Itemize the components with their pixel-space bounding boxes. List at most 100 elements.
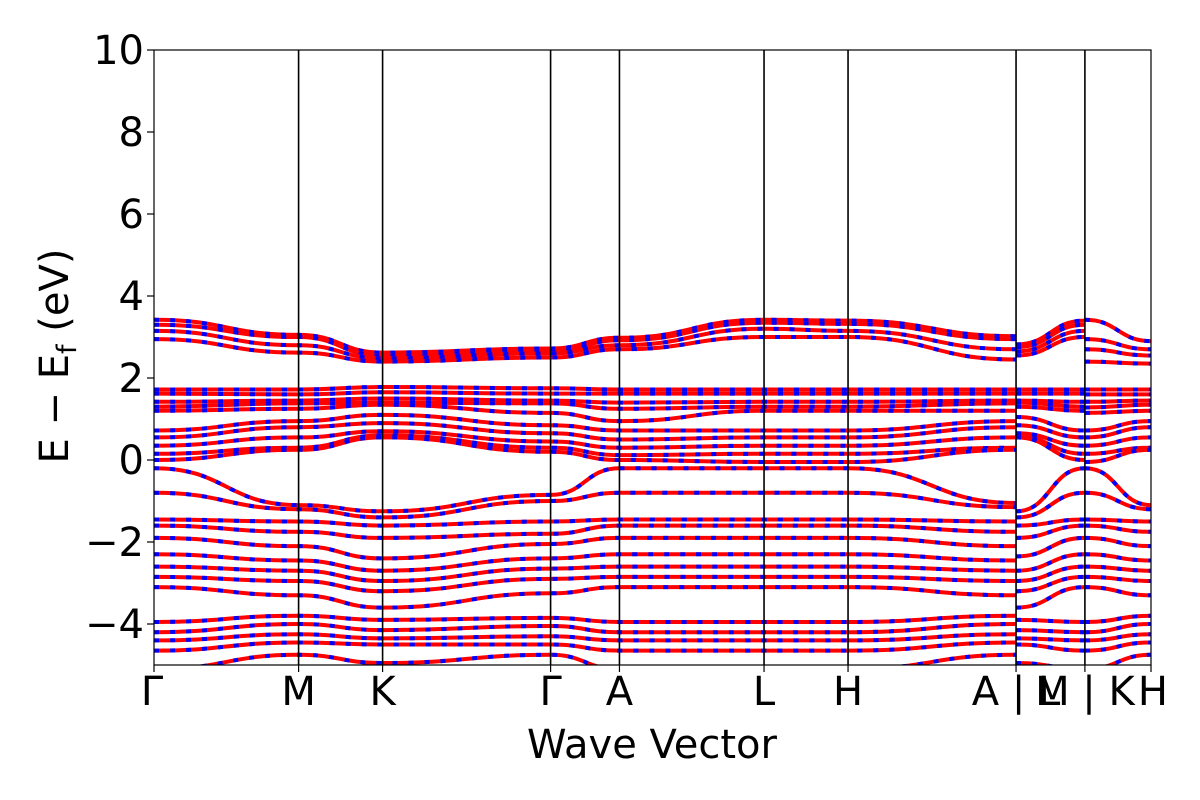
y-tick-label-5: 0 bbox=[119, 438, 144, 484]
y-tick-label-1: 8 bbox=[119, 110, 144, 156]
band-21-seg-0-dash bbox=[154, 574, 1017, 594]
band-18-seg-1-dash bbox=[1015, 535, 1085, 559]
band-7-seg-1-dash bbox=[1015, 400, 1085, 409]
band-22-seg-2-dash bbox=[1084, 585, 1151, 598]
band-11-seg-2-dash bbox=[1084, 435, 1151, 448]
band-17-seg-1-dash bbox=[1015, 523, 1085, 540]
kpath-lines-group bbox=[297, 50, 1086, 665]
band-16-seg-2-dash bbox=[1084, 517, 1151, 524]
x-tick-label-4: A bbox=[606, 669, 634, 715]
band-2-seg-2-dash bbox=[1084, 347, 1151, 358]
band-10-seg-0-dash bbox=[154, 421, 1017, 442]
band-10-seg-2-dash bbox=[1084, 425, 1151, 440]
band-8-seg-2-dash bbox=[1084, 408, 1151, 415]
band-25-seg-2-dash bbox=[1084, 632, 1151, 643]
band-26-seg-1-dash bbox=[1015, 642, 1085, 653]
band-18-seg-2-dash bbox=[1084, 535, 1151, 549]
band-27-seg-1 bbox=[1015, 661, 1057, 665]
band-17-seg-2-dash bbox=[1084, 523, 1151, 534]
band-6-seg-0-dash bbox=[154, 396, 1017, 405]
x-tick-label-6: H bbox=[833, 669, 863, 715]
band-7-seg-2-dash bbox=[1084, 402, 1151, 410]
band-3-seg-0-dash bbox=[154, 334, 1017, 364]
band-13-seg-1-dash bbox=[1015, 435, 1085, 462]
band-1-seg-1-dash bbox=[1015, 322, 1085, 350]
band-9-seg-2-dash bbox=[1084, 419, 1151, 433]
band-24-seg-0-dash bbox=[154, 621, 1017, 635]
x-axis-label: Wave Vector bbox=[527, 722, 778, 768]
band-14-seg-2 bbox=[1084, 466, 1151, 508]
band-2-seg-1-dash bbox=[1015, 328, 1085, 354]
band-11-seg-0-dash bbox=[154, 429, 1017, 450]
band-19-seg-2-dash bbox=[1084, 552, 1151, 563]
x-tick-label-1: M bbox=[281, 669, 316, 715]
band-16-seg-0-dash bbox=[154, 517, 1017, 528]
band-27-seg-2-dash bbox=[1103, 652, 1151, 665]
x-tick-label-0: Γ bbox=[141, 669, 164, 715]
band-22-seg-0-dash bbox=[154, 585, 1017, 610]
y-tick-label-4: 2 bbox=[119, 356, 144, 402]
band-13-seg-0-dash bbox=[154, 435, 1017, 465]
plot-frame bbox=[153, 49, 1152, 666]
x-tick-label-9: H bbox=[1138, 669, 1168, 715]
band-1-seg-0-dash bbox=[154, 320, 1017, 358]
band-15-seg-1-dash bbox=[1015, 490, 1085, 520]
band-6-seg-2-dash bbox=[1084, 398, 1151, 404]
band-2-seg-0-dash bbox=[154, 326, 1017, 361]
band-3-seg-1-dash bbox=[1015, 335, 1085, 358]
band-9-seg-1-dash bbox=[1015, 415, 1085, 433]
band-16-seg-1-dash bbox=[1015, 517, 1085, 528]
x-tick-label-7: A | L bbox=[972, 669, 1061, 715]
band-12-seg-2-dash bbox=[1084, 445, 1151, 456]
band-23-seg-0-dash bbox=[154, 613, 1017, 625]
y-tick-label-7: −4 bbox=[85, 602, 144, 648]
band-8-seg-1-dash bbox=[1015, 404, 1085, 413]
x-tick-label-8: M | K bbox=[1035, 669, 1136, 715]
band-19-seg-0-dash bbox=[154, 552, 1017, 573]
band-15-seg-0-dash bbox=[154, 490, 1017, 520]
band-14-seg-0 bbox=[154, 466, 1017, 514]
band-17-seg-0-dash bbox=[154, 523, 1017, 540]
band-3-seg-2-dash bbox=[1084, 359, 1151, 366]
band-11-seg-1-dash bbox=[1015, 431, 1085, 448]
band-12-seg-1-dash bbox=[1015, 434, 1085, 456]
y-axis-ticks: 10 8 6 4 2 0 −2 −4 bbox=[85, 28, 154, 648]
y-tick-label-0: 10 bbox=[93, 28, 144, 74]
band-18-seg-0-dash bbox=[154, 535, 1017, 561]
band-25-seg-1-dash bbox=[1015, 636, 1085, 643]
y-axis-label-unit: (eV) bbox=[32, 249, 78, 345]
band-0-seg-1-dash bbox=[1015, 318, 1085, 347]
band-24-seg-2-dash bbox=[1084, 622, 1151, 635]
band-23-seg-2-dash bbox=[1084, 613, 1151, 624]
band-27-seg-0-dash bbox=[195, 652, 1017, 665]
band-15-seg-2-dash bbox=[1084, 490, 1151, 512]
band-20-seg-1-dash bbox=[1015, 564, 1085, 583]
band-15-seg-1 bbox=[1015, 490, 1085, 520]
y-tick-label-3: 4 bbox=[119, 274, 144, 320]
band-6-seg-1-dash bbox=[1015, 398, 1085, 404]
band-21-seg-2-dash bbox=[1084, 574, 1151, 583]
band-0-seg-0-dash bbox=[154, 317, 1017, 355]
band-10-seg-1-dash bbox=[1015, 423, 1085, 440]
y-tick-label-2: 6 bbox=[119, 192, 144, 238]
y-tick-label-6: −2 bbox=[85, 520, 144, 566]
band-1-seg-2-dash bbox=[1084, 337, 1151, 352]
band-19-seg-1-dash bbox=[1015, 552, 1085, 573]
x-tick-label-2: K bbox=[369, 669, 397, 715]
x-tick-label-3: Γ bbox=[539, 669, 562, 715]
band-24-seg-1-dash bbox=[1015, 628, 1085, 635]
band-14-seg-1 bbox=[1015, 466, 1086, 514]
band-26-seg-2-dash bbox=[1084, 640, 1151, 653]
band-13-seg-2-dash bbox=[1084, 447, 1151, 464]
x-tick-label-5: L bbox=[753, 669, 776, 715]
band-21-seg-1-dash bbox=[1015, 574, 1085, 594]
bands-group bbox=[154, 317, 1151, 665]
y-axis-label: E − Ef (eV) bbox=[32, 249, 83, 464]
band-20-seg-0-dash bbox=[154, 564, 1017, 584]
band-0-seg-2-dash bbox=[1084, 317, 1151, 344]
band-20-seg-2-dash bbox=[1084, 564, 1151, 573]
band-25-seg-0-dash bbox=[154, 632, 1017, 643]
y-axis-label-subscript: f bbox=[52, 343, 83, 354]
